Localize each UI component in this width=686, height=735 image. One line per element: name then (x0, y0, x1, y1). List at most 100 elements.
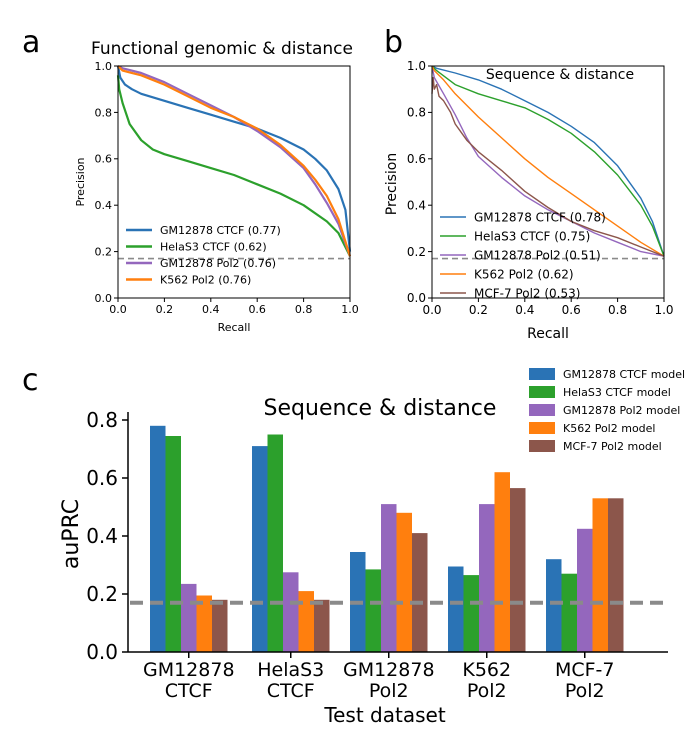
panel-c-legend-swatch (529, 386, 555, 398)
panel-a-legend-label: K562 Pol2 (0.76) (160, 274, 251, 287)
panel-a-legend-label: GM12878 Pol2 (0.76) (160, 257, 276, 270)
panel-c-xtick-label: CTCF (165, 680, 213, 702)
panel-c-xtick-label: HelaS3 (257, 659, 324, 681)
panel-c-legend-swatch (529, 422, 555, 434)
panel-c-ytick-label: 0.2 (86, 582, 118, 606)
panel-b-chart: Sequence & distance 0.0 0.2 0.4 0.6 0.8 1.0 0.… (384, 59, 674, 342)
panel-b-ytick-label: 0.6 (407, 152, 426, 166)
panel-b-plot-area: 0.0 0.2 0.4 0.6 0.8 1.0 0.0 0.2 0.4 0.6 0.8 1.0 GM12… (407, 59, 674, 317)
panel-c-bar (252, 446, 268, 652)
panel-b-ylabel: Precision (384, 153, 400, 215)
panel-c-bar (196, 595, 212, 652)
panel-a-xtick-label: 0.8 (295, 303, 313, 316)
panel-b-legend-label: MCF-7 Pol2 (0.53) (474, 287, 580, 301)
panel-c-legend-label: K562 Pol2 model (563, 422, 655, 435)
panel-b-xlabel: Recall (527, 326, 569, 342)
panel-label-c: c (22, 363, 39, 398)
panel-c-bar (181, 583, 197, 652)
panel-a-xtick-label: 0.2 (156, 303, 174, 316)
panel-c-bar (165, 436, 181, 652)
panel-b-ytick-label: 0.8 (407, 106, 426, 120)
panel-c-bar (365, 569, 381, 652)
panel-b-frame (431, 65, 665, 299)
panel-c-bar (381, 504, 397, 652)
panel-c-bar (494, 472, 510, 652)
panel-b-series-line (431, 65, 665, 257)
panel-b-legend-label: K562 Pol2 (0.62) (474, 268, 574, 282)
panel-a-xtick-label: 0.4 (202, 303, 220, 316)
panel-c-xtick-label: GM12878 (143, 659, 235, 681)
panel-c-bar (577, 528, 593, 653)
panel-c-chart: Sequence & distance 0.0 0.2 0.4 0.6 0.8 GM128… (59, 368, 685, 727)
panel-c-bar (267, 434, 283, 652)
panel-c-bar (479, 504, 495, 652)
panel-b-title: Sequence & distance (486, 67, 634, 83)
panel-b-series-line (431, 76, 665, 257)
panel-label-b: b (384, 25, 403, 60)
panel-a-xtick-label: 0.0 (109, 303, 127, 316)
panel-c-xtick-label: Pol2 (369, 680, 409, 702)
panel-c-bar (283, 572, 299, 653)
panel-c-bar (448, 566, 464, 652)
panel-a-chart: Functional genomic & distance 0.0 0.2 0.4 0… (74, 39, 359, 334)
panel-a-xlabel: Recall (218, 321, 251, 334)
panel-c-legend-label: HelaS3 CTCF model (563, 386, 671, 399)
panel-c-legend-swatch (529, 404, 555, 416)
panel-b-series-line (431, 65, 665, 257)
panel-a-ylabel: Precision (74, 157, 87, 206)
panel-c-ytick-label: 0.0 (86, 640, 118, 664)
panel-a-series-line (117, 65, 352, 257)
panel-a-ytick-label: 0.2 (95, 245, 113, 258)
panel-c-xtick-label: Pol2 (467, 680, 507, 702)
panel-c-bar (608, 498, 624, 652)
panel-c-ytick-label: 0.4 (86, 524, 118, 548)
panel-b-ytick-label: 0.4 (407, 198, 426, 212)
panel-b-series-line (431, 65, 665, 257)
panel-a-ytick-label: 0.0 (95, 292, 113, 305)
panel-c-bar (314, 599, 330, 652)
panel-a-legend-label: GM12878 CTCF (0.77) (160, 224, 281, 237)
panel-b-ytick-label: 0.0 (407, 291, 426, 305)
panel-a-ytick-label: 0.8 (95, 106, 113, 119)
panel-b-legend-label: HelaS3 CTCF (0.75) (474, 230, 590, 244)
panel-c-legend-label: MCF-7 Pol2 model (563, 440, 662, 453)
panel-b-ytick-label: 0.2 (407, 245, 426, 259)
panel-b-xtick-label: 0.8 (608, 303, 627, 317)
panel-c-plot-area: 0.00.20.40.60.8GM12878CTCFHelaS3CTCFGM12… (86, 368, 685, 702)
panel-c-xtick-label: MCF-7 (555, 659, 615, 681)
panel-b-xtick-label: 1.0 (654, 303, 673, 317)
panel-c-legend-label: GM12878 Pol2 model (563, 404, 680, 417)
panel-a-series-line (116, 65, 352, 252)
panel-b-xtick-label: 0.6 (562, 303, 581, 317)
panel-a-ytick-label: 1.0 (95, 60, 113, 73)
panel-c-xtick-label: K562 (462, 659, 511, 681)
panel-c-ytick-label: 0.8 (86, 408, 118, 432)
panel-b-xtick-label: 0.0 (422, 303, 441, 317)
panel-c-bar (298, 591, 314, 652)
panel-c-bar (396, 512, 412, 652)
panel-c-title: Sequence & distance (264, 396, 497, 421)
panel-c-bar (561, 573, 577, 652)
panel-b-series-line (431, 65, 665, 257)
panel-c-xtick-label: GM12878 (343, 659, 435, 681)
panel-c-legend-swatch (529, 440, 555, 452)
panel-label-a: a (22, 25, 40, 60)
panel-c-ylabel: auPRC (59, 499, 84, 569)
panel-b-xtick-label: 0.2 (469, 303, 488, 317)
panel-a-xtick-label: 1.0 (341, 303, 359, 316)
panel-c-legend-label: GM12878 CTCF model (563, 368, 685, 381)
panel-c-legend-swatch (529, 368, 555, 380)
panel-c-bar (546, 559, 562, 652)
panel-a-ytick-label: 0.6 (95, 153, 113, 166)
panel-c-xtick-label: Pol2 (565, 680, 605, 702)
panel-a-plot-area: 0.0 0.2 0.4 0.6 0.8 1.0 0.0 0.2 0.4 0.6 0.8 1.0 GM12… (95, 60, 359, 316)
panel-c-bar (212, 599, 228, 652)
panel-a-legend-label: HelaS3 CTCF (0.62) (160, 241, 267, 254)
panel-c-bar (463, 575, 479, 652)
panel-c-bar (510, 488, 526, 652)
panel-c-xtick-label: CTCF (267, 680, 315, 702)
panel-b-legend-label: GM12878 CTCF (0.78) (474, 211, 606, 225)
panel-a-title: Functional genomic & distance (91, 39, 353, 59)
panel-b-legend-label: GM12878 Pol2 (0.51) (474, 249, 601, 263)
